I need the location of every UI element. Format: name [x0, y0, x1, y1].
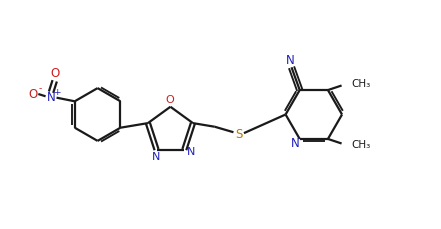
Text: -: -: [39, 84, 42, 93]
Text: N: N: [286, 54, 295, 66]
Text: N: N: [291, 137, 299, 150]
Text: O: O: [50, 68, 60, 80]
Text: O: O: [165, 95, 174, 105]
Text: N: N: [187, 147, 195, 157]
Text: S: S: [235, 128, 242, 142]
Text: N: N: [47, 91, 56, 104]
Text: CH₃: CH₃: [351, 79, 371, 89]
Text: CH₃: CH₃: [351, 140, 371, 150]
Text: +: +: [53, 88, 61, 97]
Text: N: N: [151, 152, 160, 162]
Text: O: O: [28, 87, 37, 101]
